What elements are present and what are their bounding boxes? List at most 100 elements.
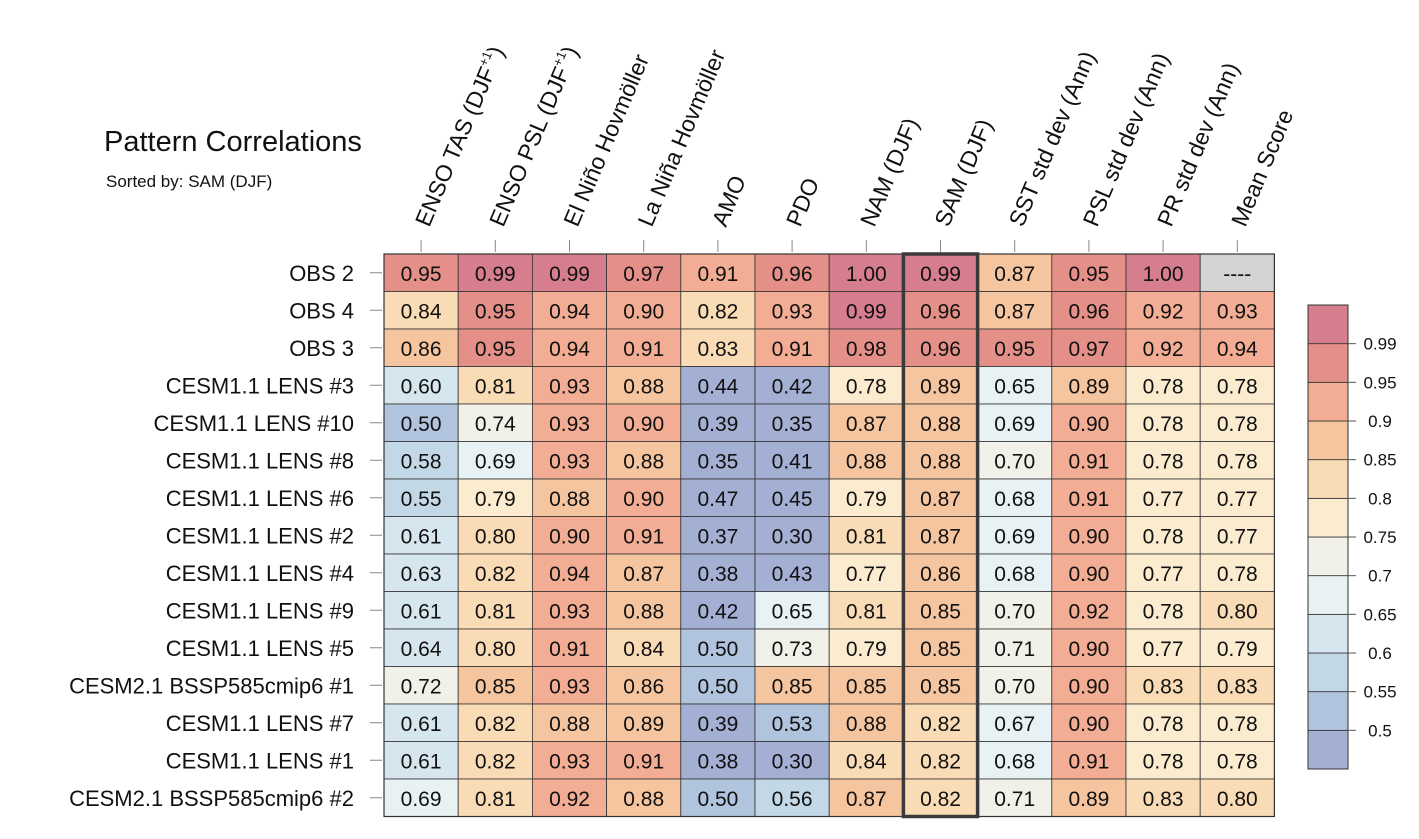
cell-value: 0.78 bbox=[1143, 750, 1184, 773]
cell-value: 0.90 bbox=[549, 525, 590, 548]
row-label: CESM1.1 LENS #3 bbox=[166, 373, 354, 398]
cell-value: 0.50 bbox=[401, 413, 442, 436]
cell-value: 0.89 bbox=[1068, 375, 1109, 398]
cell-value: 0.83 bbox=[1217, 675, 1258, 698]
cell-value: 0.93 bbox=[549, 600, 590, 623]
cell-value: 0.69 bbox=[994, 413, 1035, 436]
cell-value: 0.90 bbox=[1068, 713, 1109, 736]
heatmap-cell bbox=[1125, 403, 1201, 442]
heatmap-cell bbox=[1199, 778, 1275, 817]
cell-value: 0.99 bbox=[846, 300, 887, 323]
cell-value: 0.78 bbox=[1217, 750, 1258, 773]
cell-value: 0.63 bbox=[401, 563, 442, 586]
cell-value: 0.77 bbox=[1217, 525, 1258, 548]
cell-value: 0.81 bbox=[475, 600, 516, 623]
cell-value: 0.38 bbox=[697, 750, 738, 773]
heatmap-cell bbox=[903, 591, 979, 630]
heatmap-cell bbox=[680, 591, 756, 630]
cell-value: 0.86 bbox=[920, 563, 961, 586]
cell-value: 0.56 bbox=[772, 788, 813, 811]
cell-value: 0.91 bbox=[697, 263, 738, 286]
heatmap-cell bbox=[977, 441, 1053, 480]
cell-value: 0.88 bbox=[623, 788, 664, 811]
heatmap-cell bbox=[903, 291, 979, 330]
cell-value: 0.87 bbox=[994, 263, 1035, 286]
cell-value: 0.39 bbox=[697, 413, 738, 436]
cell-value: 0.44 bbox=[697, 375, 738, 398]
legend-label: 0.95 bbox=[1363, 373, 1396, 392]
cell-value: 0.69 bbox=[994, 525, 1035, 548]
cell-value: 0.61 bbox=[401, 600, 442, 623]
cell-value: 0.92 bbox=[1143, 338, 1184, 361]
cell-value: 0.96 bbox=[1068, 300, 1109, 323]
cell-value: 0.88 bbox=[623, 450, 664, 473]
heatmap-cell bbox=[457, 441, 533, 480]
cell-value: 0.88 bbox=[920, 413, 961, 436]
heatmap-cell bbox=[680, 516, 756, 555]
heatmap-cell bbox=[1125, 628, 1201, 667]
legend-label: 0.65 bbox=[1363, 605, 1396, 624]
heatmap-cell bbox=[383, 366, 459, 405]
cell-value: 0.96 bbox=[920, 338, 961, 361]
heatmap-cell bbox=[1125, 478, 1201, 517]
heatmap-cell bbox=[606, 478, 682, 517]
legend-label: 0.7 bbox=[1368, 567, 1392, 586]
heatmap-cell bbox=[1051, 516, 1127, 555]
legend-swatch bbox=[1307, 497, 1349, 538]
heatmap-cell bbox=[383, 628, 459, 667]
cell-value: 0.81 bbox=[846, 525, 887, 548]
legend-swatch bbox=[1307, 343, 1349, 383]
heatmap-cell bbox=[383, 516, 459, 555]
heatmap-cell bbox=[828, 591, 904, 630]
cell-value: 0.79 bbox=[846, 488, 887, 511]
cell-value: 0.91 bbox=[623, 338, 664, 361]
cell-value: 0.94 bbox=[549, 338, 590, 361]
heatmap-cell bbox=[977, 778, 1053, 817]
heatmap-cell bbox=[532, 628, 608, 667]
heatmap-cell bbox=[1199, 441, 1275, 480]
cell-value: 0.39 bbox=[697, 713, 738, 736]
heatmap-cell bbox=[754, 553, 830, 592]
legend-label: 0.8 bbox=[1368, 489, 1392, 508]
cell-value: 0.84 bbox=[623, 638, 664, 661]
cell-value: 0.94 bbox=[1217, 338, 1258, 361]
heatmap-cell bbox=[606, 441, 682, 480]
heatmap-cell bbox=[903, 441, 979, 480]
legend-label: 0.9 bbox=[1368, 412, 1392, 431]
heatmap-cell bbox=[754, 591, 830, 630]
cell-value: ---- bbox=[1223, 263, 1251, 286]
heatmap-cell bbox=[1051, 741, 1127, 780]
legend-swatch bbox=[1307, 691, 1349, 731]
cell-value: 0.77 bbox=[1143, 488, 1184, 511]
cell-value: 0.94 bbox=[549, 563, 590, 586]
cell-value: 0.99 bbox=[549, 263, 590, 286]
cell-value: 0.78 bbox=[1143, 713, 1184, 736]
cell-value: 0.79 bbox=[1217, 638, 1258, 661]
heatmap-cells: 0.95 0.99 0.99 0.97 0.91 0.96 1.00 0.99 0.87 0.95… bbox=[383, 253, 1275, 817]
column-label: PR std dev (Ann) bbox=[1152, 59, 1244, 230]
heatmap-cell bbox=[383, 778, 459, 817]
legend-label: 0.85 bbox=[1363, 451, 1396, 470]
cell-value: 0.78 bbox=[1143, 375, 1184, 398]
sorted-column-highlight bbox=[901, 252, 980, 819]
cell-value: 0.65 bbox=[994, 375, 1035, 398]
cell-value: 0.61 bbox=[401, 750, 442, 773]
cell-value: 0.72 bbox=[401, 675, 442, 698]
cell-value: 0.42 bbox=[697, 600, 738, 623]
cell-value: 0.89 bbox=[623, 713, 664, 736]
cell-value: 0.84 bbox=[401, 300, 442, 323]
legend-label: 0.55 bbox=[1363, 683, 1396, 702]
cell-value: 0.81 bbox=[846, 600, 887, 623]
cell-value: 0.41 bbox=[772, 450, 813, 473]
cell-value: 1.00 bbox=[846, 263, 887, 286]
heatmap-cell bbox=[1125, 291, 1201, 330]
cell-value: 0.83 bbox=[1143, 788, 1184, 811]
cell-value: 0.71 bbox=[994, 788, 1035, 811]
cell-value: 0.37 bbox=[697, 525, 738, 548]
chart-title: Pattern Correlations bbox=[104, 126, 362, 158]
cell-value: 0.35 bbox=[772, 413, 813, 436]
heatmap-cell bbox=[606, 403, 682, 442]
heatmap-cell bbox=[606, 778, 682, 817]
heatmap-cell bbox=[1051, 666, 1127, 705]
heatmap-cell bbox=[532, 553, 608, 592]
